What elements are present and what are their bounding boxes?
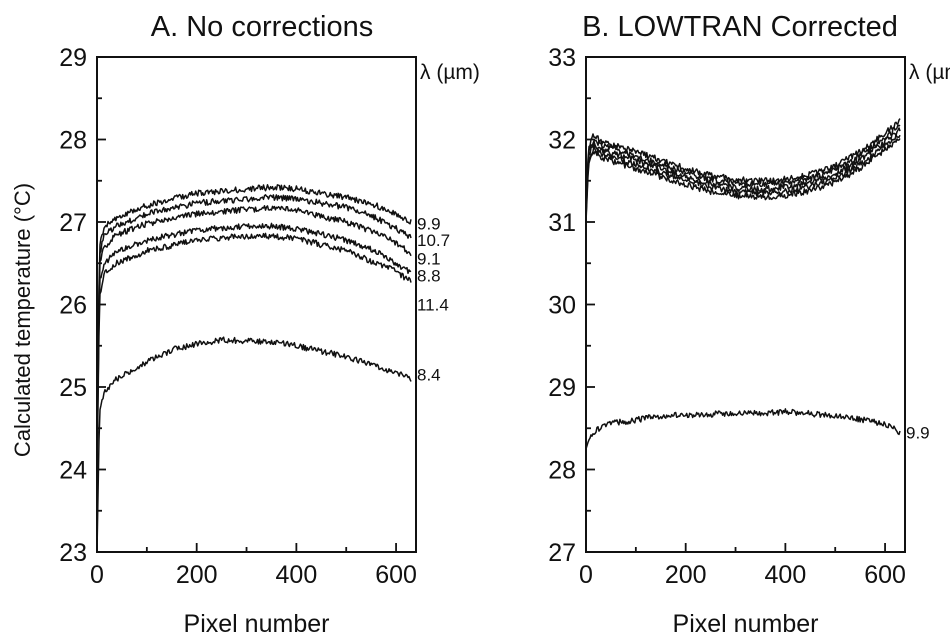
x-tick-label: 600 (375, 561, 417, 589)
y-tick-label: 30 (548, 292, 576, 320)
plot-frame (96, 56, 417, 553)
series-label: 8.4 (417, 366, 441, 385)
x-tick-label: 200 (665, 561, 707, 589)
y-tick-label: 28 (548, 457, 576, 485)
series-line (96, 222, 412, 470)
y-axis-label: Calculated temperature (°C) (10, 183, 35, 457)
series-label: 9.9 (906, 423, 930, 442)
y-tick-label: 33 (548, 44, 576, 72)
series-line (96, 184, 412, 445)
x-tick-label: 600 (864, 561, 906, 589)
panel-a: A. No corrections 23 24 25 26 27 28 29 0 200 400 60… (59, 11, 480, 637)
series-label: 9.1 (417, 249, 441, 268)
x-axis-label: Pixel number (184, 610, 330, 637)
x-tick-label: 0 (579, 561, 593, 589)
x-tick-label: 0 (90, 561, 104, 589)
series-line (585, 408, 901, 450)
series-line (96, 336, 412, 553)
y-tick-label: 27 (548, 539, 576, 567)
series-line (96, 232, 412, 478)
wavelength-legend-title: λ (µm) (909, 61, 950, 84)
x-axis-label: Pixel number (673, 610, 819, 637)
series-label: 10.7 (417, 231, 450, 250)
y-tick-label: 24 (59, 457, 87, 485)
series-line (585, 127, 901, 214)
y-tick-label: 32 (548, 127, 576, 155)
y-tick-label: 26 (59, 292, 87, 320)
x-tick-label: 200 (176, 561, 218, 589)
y-tick-label: 27 (59, 209, 87, 237)
x-tick-label: 400 (276, 561, 318, 589)
panel-title: B. LOWTRAN Corrected (582, 11, 898, 43)
panel-title: A. No corrections (151, 11, 373, 43)
y-tick-label: 29 (59, 44, 87, 72)
panel-b: B. LOWTRAN Corrected 27 28 29 30 31 32 33 0 200 40… (548, 11, 950, 637)
y-tick-label: 23 (59, 539, 87, 567)
y-tick-label: 31 (548, 209, 576, 237)
series-label: 9.9 (417, 215, 441, 234)
series-line (585, 118, 901, 206)
series-label: 8.8 (417, 267, 441, 286)
series-line (585, 133, 901, 218)
y-tick-label: 25 (59, 374, 87, 402)
y-tick-label: 28 (59, 127, 87, 155)
series-line (96, 194, 412, 454)
series-line (585, 124, 901, 210)
plot-frame (585, 56, 906, 553)
x-tick-label: 400 (765, 561, 807, 589)
series-line (585, 138, 901, 223)
y-tick-label: 29 (548, 374, 576, 402)
series-label: 11.4 (417, 296, 449, 315)
wavelength-legend-title: λ (µm) (420, 61, 480, 84)
series-line (96, 205, 412, 462)
